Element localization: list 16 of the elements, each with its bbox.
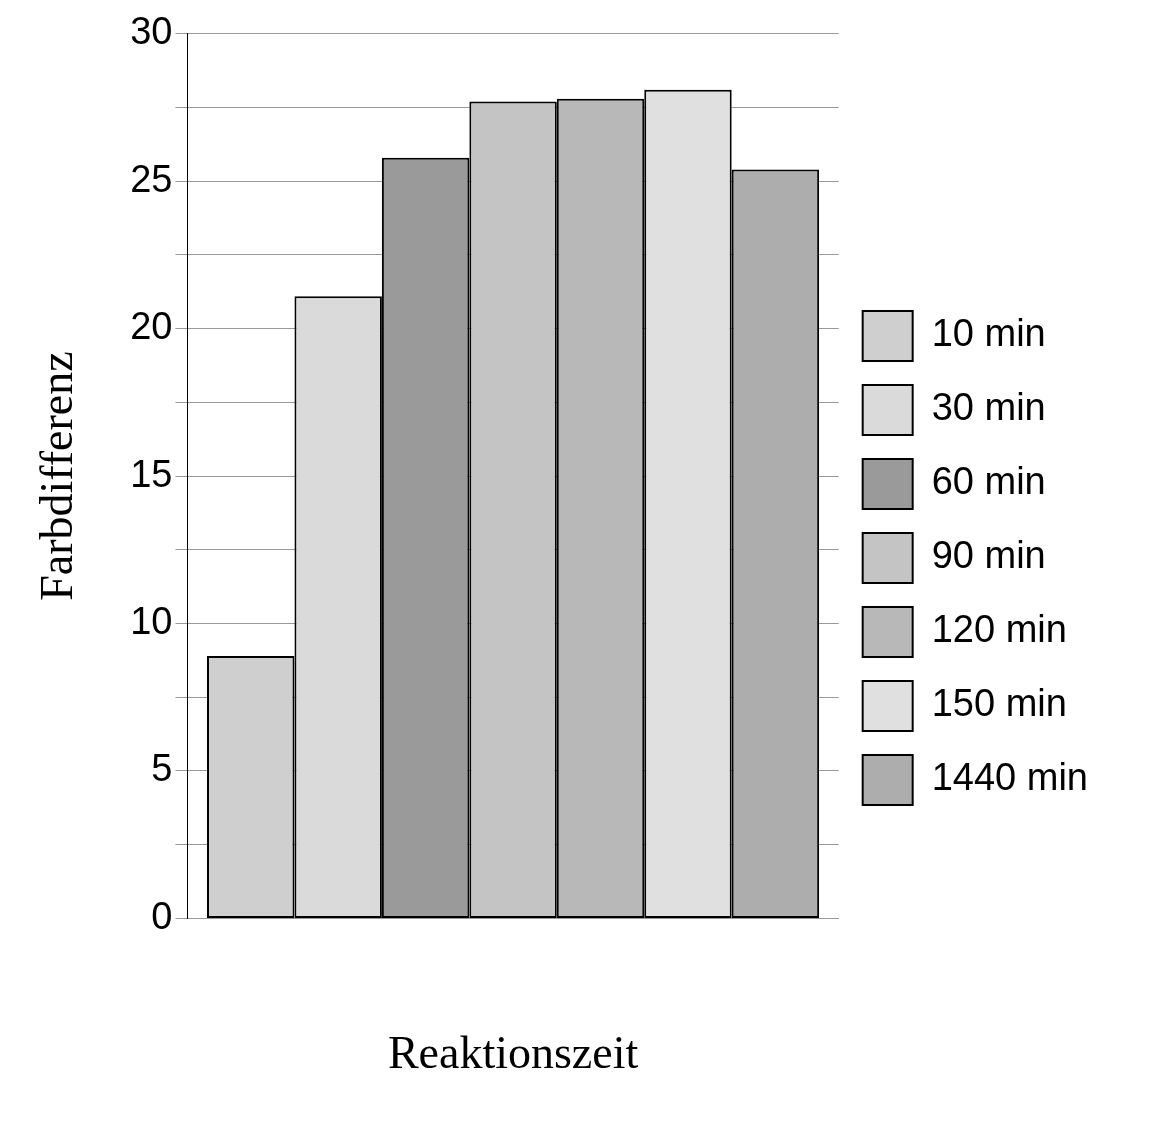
y-tick-label: 25 — [130, 157, 173, 200]
legend-label: 30 min — [931, 386, 1046, 429]
y-tick-label: 0 — [151, 894, 173, 937]
legend-label: 120 min — [931, 608, 1067, 651]
y-tick-label: 10 — [130, 600, 173, 643]
y-tick-label: 20 — [130, 305, 173, 348]
legend-label: 10 min — [931, 312, 1046, 355]
y-tick-label: 30 — [130, 10, 173, 53]
x-axis-title: Reaktionszeit — [387, 1027, 639, 1079]
y-axis-title: Farbdifferenz — [30, 351, 82, 601]
legend-label: 90 min — [931, 534, 1046, 577]
legend-label: 60 min — [931, 460, 1046, 503]
y-tick-label: 5 — [151, 747, 173, 790]
legend-label: 150 min — [931, 682, 1067, 725]
y-tick-label: 15 — [130, 452, 173, 495]
legend-label: 1440 min — [931, 756, 1088, 799]
